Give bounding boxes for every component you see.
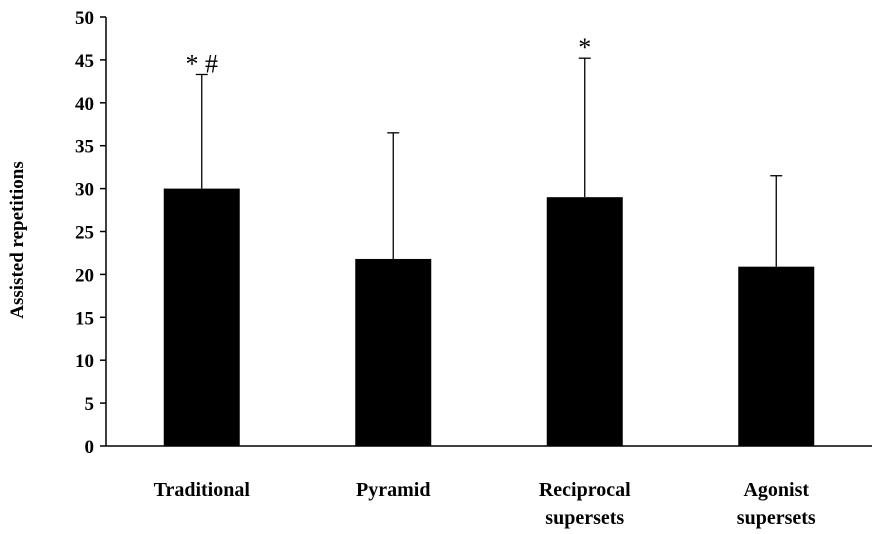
y-tick-label: 45 xyxy=(75,51,94,72)
x-category-label: Reciprocal supersets xyxy=(539,479,631,529)
y-tick-label: 50 xyxy=(75,8,94,29)
bar xyxy=(163,188,240,446)
bars xyxy=(163,188,815,446)
bar xyxy=(355,258,432,446)
x-axis-category-labels: Traditional Pyramid Reciprocal supersets Ago… xyxy=(154,479,816,529)
y-tick-label: 0 xyxy=(85,437,95,458)
x-category-label: Agonist supersets xyxy=(737,479,816,529)
y-tick-label: 40 xyxy=(75,94,94,115)
x-category-label: Traditional xyxy=(154,479,251,501)
y-tick-label: 10 xyxy=(75,351,94,372)
y-tick-label: 20 xyxy=(75,265,94,286)
y-tick-label: 35 xyxy=(75,137,94,158)
axes xyxy=(105,17,872,447)
y-axis-title: Assisted repetitions xyxy=(7,161,28,318)
significance-marker: * # xyxy=(186,49,219,78)
x-category-label: Pyramid xyxy=(356,479,430,501)
significance-annotations: * # * xyxy=(186,33,592,78)
y-axis-ticks: 0 5 10 15 20 25 30 35 40 45 50 xyxy=(75,8,106,458)
y-tick-label: 15 xyxy=(75,308,94,329)
bar xyxy=(738,266,815,446)
bar xyxy=(546,197,623,446)
y-tick-label: 5 xyxy=(85,394,95,415)
y-tick-label: 25 xyxy=(75,223,94,244)
y-tick-label: 30 xyxy=(75,180,94,201)
error-bars xyxy=(195,57,783,267)
significance-marker: * xyxy=(578,33,591,62)
